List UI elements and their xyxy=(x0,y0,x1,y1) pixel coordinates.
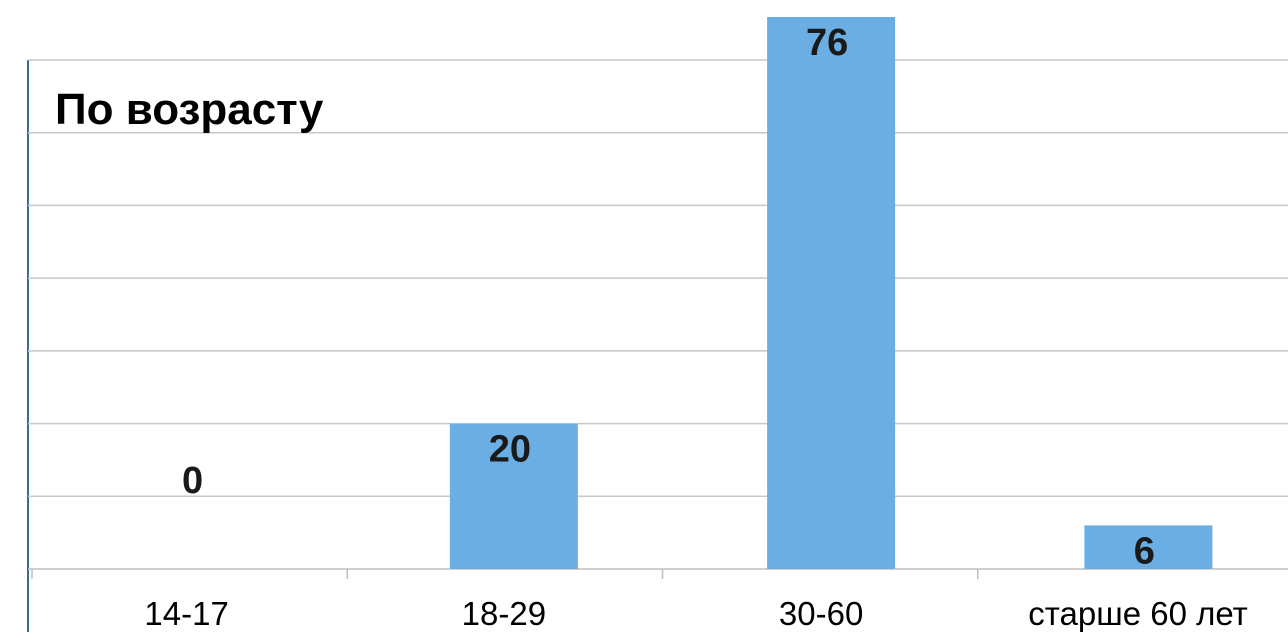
x-tick-label-1: 14-17 xyxy=(144,595,228,632)
bar-3 xyxy=(767,17,896,569)
bar-4 xyxy=(1084,525,1213,569)
bars xyxy=(449,17,1213,569)
data-label-4: 6 xyxy=(1134,530,1155,572)
x-axis-tick-labels: 14-17 18-29 30-60 старше 60 лет xyxy=(144,595,1247,632)
x-tick-label-3: 30-60 xyxy=(779,595,863,632)
data-label-1: 0 xyxy=(182,460,203,502)
x-axis-ticks xyxy=(31,569,979,579)
data-label-2: 20 xyxy=(489,429,531,471)
x-tick-label-2: 18-29 xyxy=(462,595,546,632)
bar-2 xyxy=(449,423,578,569)
data-labels: 0 20 76 6 xyxy=(182,22,1155,572)
gridlines xyxy=(28,59,1288,498)
chart-title: По возрасту xyxy=(55,85,324,134)
data-label-3: 76 xyxy=(806,22,848,64)
x-tick-label-4: старше 60 лет xyxy=(1028,595,1247,632)
